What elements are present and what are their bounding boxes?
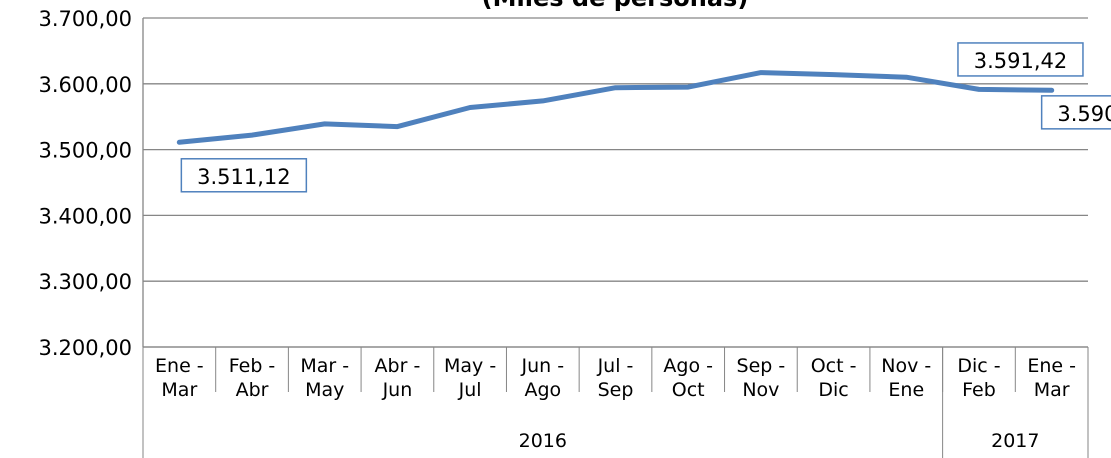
x-tick-label: Mar -: [300, 355, 349, 377]
data-label-box: [180, 158, 308, 193]
data-label-box: [1040, 95, 1111, 130]
x-tick-label: Feb -: [229, 355, 276, 377]
x-tick-label: Jul: [458, 379, 482, 401]
x-tick-label: Jul -: [597, 355, 634, 377]
x-tick-label: Oct: [672, 379, 705, 401]
x-tick-label: Feb: [962, 379, 996, 401]
x-tick-label: Oct -: [811, 355, 857, 377]
x-tick-label: Sep: [598, 379, 634, 401]
x-tick-label: Abr -: [375, 355, 421, 377]
x-tick-label: Ago -: [663, 355, 713, 377]
x-tick-label: Mar: [1034, 379, 1070, 401]
data-line: [176, 70, 1055, 145]
y-tick-label: 3.700,00: [38, 7, 132, 31]
x-tick-label: Ene -: [155, 355, 204, 377]
x-tick-label: Sep -: [737, 355, 786, 377]
x-tick-label: Jun -: [521, 355, 565, 377]
x-tick-label: Abr: [236, 379, 269, 401]
x-tick-label: Ago: [524, 379, 561, 401]
group-label: 2016: [519, 430, 567, 452]
data-label-box: [957, 42, 1084, 77]
y-tick-label: 3.600,00: [38, 73, 132, 97]
x-tick-label: Nov: [742, 379, 779, 401]
x-tick-label: Ene: [888, 379, 924, 401]
y-tick-label: 3.300,00: [38, 270, 132, 294]
y-tick-label: 3.200,00: [38, 336, 132, 360]
chart-title: (Miles de personas): [482, 0, 749, 12]
x-tick-label: Dic -: [957, 355, 1000, 377]
x-tick-label: Nov -: [881, 355, 931, 377]
data-label: 3.590,05: [1057, 102, 1111, 126]
y-tick-label: 3.400,00: [38, 204, 132, 228]
data-label: 3.591,42: [974, 49, 1068, 73]
data-label: 3.511,12: [197, 165, 291, 189]
x-tick-label: Ene -: [1027, 355, 1076, 377]
y-tick-label: 3.500,00: [38, 139, 132, 163]
x-tick-label: Mar: [161, 379, 197, 401]
group-label: 2017: [991, 430, 1039, 452]
x-tick-label: Dic: [818, 379, 848, 401]
x-tick-label: Jun: [382, 379, 413, 401]
x-tick-label: May -: [444, 355, 496, 377]
x-tick-label: May: [305, 379, 344, 401]
